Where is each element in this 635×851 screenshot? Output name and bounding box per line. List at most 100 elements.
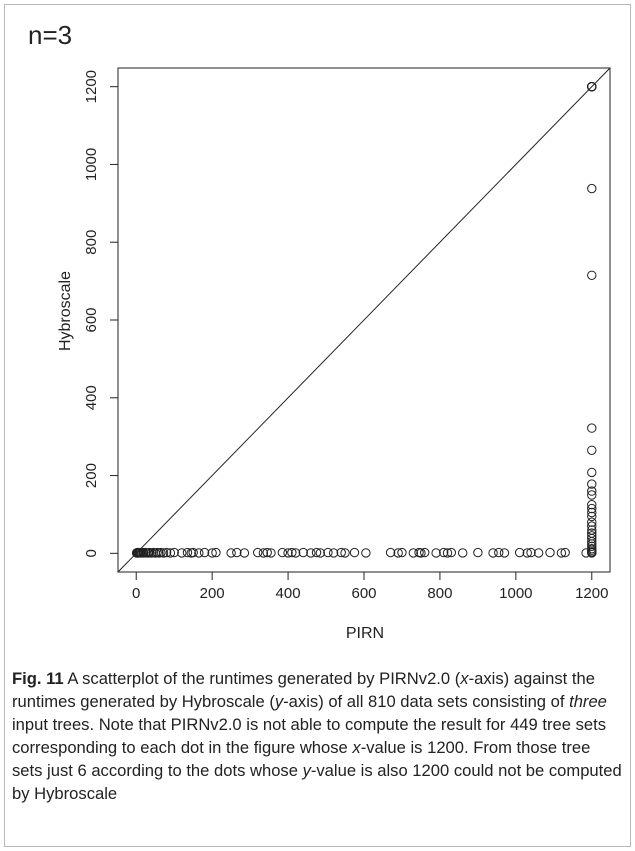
- data-point: [361, 548, 371, 558]
- data-point: [323, 547, 333, 558]
- data-point: [545, 547, 555, 558]
- scatter-plot: 0 200 400 600 800 1000 1200 0 200 400 600 800 1000 12…: [57, 67, 611, 642]
- data-point: [239, 548, 250, 558]
- data-point: [522, 548, 532, 558]
- data-point: [177, 548, 187, 558]
- y-tick-label: 0: [83, 549, 100, 557]
- data-point: [458, 548, 468, 558]
- caption-text: input trees. Note that PIRNv2.0 is not a…: [12, 715, 607, 757]
- data-point: [442, 548, 453, 558]
- y-tick-label: 600: [83, 307, 100, 332]
- figure-caption: Fig. 11 A scatterplot of the runtimes ge…: [12, 667, 624, 805]
- data-point: [533, 548, 544, 558]
- x-axis-label: PIRN: [346, 625, 384, 642]
- x-tick-label: 1200: [575, 585, 608, 602]
- data-point: [473, 547, 483, 558]
- data-point: [439, 547, 449, 558]
- data-point: [587, 511, 597, 522]
- data-point: [587, 183, 597, 194]
- caption-italic-y: y: [302, 761, 311, 780]
- data-point: [262, 547, 272, 558]
- data-point: [207, 548, 217, 558]
- data-point: [587, 270, 597, 280]
- data-point: [587, 479, 597, 489]
- data-point: [560, 547, 570, 558]
- plot-points: [131, 81, 597, 558]
- data-point: [587, 490, 597, 500]
- data-point: [431, 548, 441, 558]
- y-tick-label: 400: [83, 385, 100, 410]
- data-point: [290, 548, 301, 558]
- data-point: [587, 521, 597, 531]
- data-point: [397, 547, 407, 558]
- data-point: [587, 81, 597, 92]
- data-point: [340, 548, 350, 558]
- data-point: [169, 547, 179, 558]
- panel-label: n=3: [28, 20, 73, 50]
- data-point: [266, 548, 276, 558]
- data-point: [587, 503, 597, 514]
- caption-italic-y: y: [274, 692, 284, 711]
- data-point: [494, 547, 504, 558]
- data-point: [165, 548, 176, 558]
- data-point: [587, 486, 597, 496]
- caption-text: -value is also 1200 could not be compute…: [12, 761, 622, 803]
- data-point: [587, 500, 597, 510]
- data-point: [298, 547, 308, 558]
- data-point: [393, 548, 403, 558]
- data-point: [416, 548, 426, 558]
- data-point: [211, 547, 221, 558]
- y-tick-label: 1200: [83, 70, 100, 103]
- data-point: [587, 423, 597, 433]
- data-point: [556, 548, 567, 558]
- caption-figure-label: Fig. 11: [12, 669, 64, 688]
- data-point: [161, 547, 172, 558]
- diagonal-reference-line: [117, 67, 611, 573]
- y-tick-label: 800: [83, 230, 100, 255]
- data-point: [587, 517, 597, 527]
- data-point: [446, 547, 457, 558]
- data-point: [283, 548, 293, 558]
- caption-text: A scatterplot of the runtimes generated …: [63, 669, 461, 688]
- y-axis-label: Hybroscale: [57, 271, 74, 351]
- data-point: [232, 547, 242, 558]
- data-point: [306, 548, 316, 558]
- x-tick-label: 400: [276, 585, 301, 602]
- y-tick-label: 1000: [83, 148, 100, 181]
- data-point: [277, 547, 288, 558]
- data-point: [420, 547, 430, 558]
- data-point: [258, 548, 269, 558]
- caption-text: -axis) against the runtimes generated by…: [12, 669, 595, 711]
- caption-italic-x: x: [352, 738, 361, 757]
- data-point: [182, 547, 193, 558]
- data-point: [158, 548, 169, 558]
- data-point: [287, 547, 297, 558]
- data-point: [587, 548, 597, 558]
- data-point: [587, 467, 597, 478]
- data-point: [587, 541, 597, 552]
- data-point: [514, 547, 525, 558]
- data-point: [226, 548, 236, 558]
- x-tick-label: 1000: [499, 585, 532, 602]
- caption-text: -axis) of all 810 data sets consisting o…: [283, 692, 570, 711]
- data-point: [587, 533, 597, 544]
- caption-italic-three: three: [569, 692, 607, 711]
- data-point: [188, 547, 198, 558]
- data-point: [408, 548, 419, 558]
- data-point: [349, 547, 360, 558]
- x-tick-label: 800: [427, 585, 452, 602]
- caption-italic-x: x: [460, 669, 469, 688]
- data-point: [499, 548, 510, 558]
- caption-text: -value is 1200. From those tree sets jus…: [12, 738, 591, 780]
- data-point: [311, 547, 322, 558]
- y-tick-label: 200: [83, 463, 100, 488]
- x-tick-label: 0: [132, 585, 140, 602]
- data-point: [194, 548, 204, 558]
- data-point: [336, 547, 346, 558]
- x-tick-label: 200: [200, 585, 225, 602]
- plot-axes: 0 200 400 600 800 1000 1200 0 200 400 600 800 1000 12…: [83, 67, 611, 602]
- data-point: [253, 547, 263, 558]
- data-point: [328, 548, 339, 558]
- figure-frame: [4, 4, 631, 847]
- data-point: [315, 548, 326, 558]
